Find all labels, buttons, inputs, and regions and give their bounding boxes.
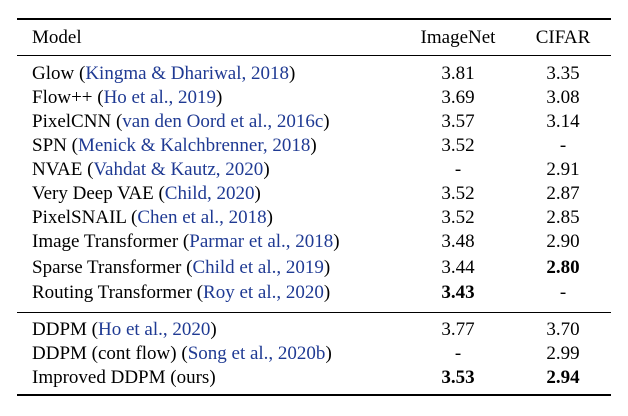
cifar-value: 2.87 <box>546 183 580 204</box>
imagenet-value: - <box>454 343 462 364</box>
table-row: Glow (Kingma & Dhariwal, 2018) 3.81 3.35 <box>0 62 628 86</box>
imagenet-value: 3.53 <box>441 367 475 388</box>
citation-link[interactable]: Song et al., 2020b <box>187 343 326 364</box>
citation-link[interactable]: Kingma & Dhariwal, 2018 <box>85 63 289 84</box>
table-row: Sparse Transformer (Child et al., 2019) … <box>0 256 628 280</box>
table-row: PixelSNAIL (Chen et al., 2018) 3.52 2.85 <box>0 206 628 230</box>
table-row: SPN (Menick & Kalchbrenner, 2018) 3.52 - <box>0 134 628 158</box>
imagenet-value: 3.52 <box>441 135 475 156</box>
cifar-value: 3.35 <box>546 63 580 84</box>
table-row: DDPM (cont flow) (Song et al., 2020b) - … <box>0 342 628 366</box>
citation-link[interactable]: Child, 2020 <box>164 183 255 204</box>
model-name: Routing Transformer <box>32 282 192 303</box>
model-name: Very Deep VAE <box>32 183 154 204</box>
citation-link[interactable]: Vahdat & Kautz, 2020 <box>93 159 264 180</box>
cifar-value: 3.14 <box>546 111 580 132</box>
header-cifar: CIFAR <box>535 27 591 48</box>
table-row: DDPM (Ho et al., 2020) 3.77 3.70 <box>0 318 628 342</box>
cifar-value: 2.91 <box>546 159 580 180</box>
model-name: DDPM (cont flow) <box>32 343 177 364</box>
imagenet-value: 3.52 <box>441 207 475 228</box>
citation-link[interactable]: Roy et al., 2020 <box>203 282 324 303</box>
header-imagenet: ImageNet <box>420 27 496 48</box>
table-row: Routing Transformer (Roy et al., 2020) 3… <box>0 281 628 305</box>
header-model: Model <box>32 27 82 48</box>
cifar-value: 3.08 <box>546 87 580 108</box>
model-name: Flow++ <box>32 87 93 108</box>
imagenet-value: 3.52 <box>441 183 475 204</box>
citation-link[interactable]: Ho et al., 2020 <box>97 319 211 340</box>
cifar-value: - <box>559 282 567 303</box>
model-name: PixelCNN <box>32 111 112 132</box>
imagenet-value: 3.43 <box>441 282 475 303</box>
model-name: DDPM <box>32 319 87 340</box>
model-name: Image Transformer <box>32 231 179 252</box>
table-row: Flow++ (Ho et al., 2019) 3.69 3.08 <box>0 86 628 110</box>
model-name: Sparse Transformer <box>32 257 182 278</box>
group-rule <box>17 312 611 313</box>
imagenet-value: 3.77 <box>441 319 475 340</box>
table-row: Image Transformer (Parmar et al., 2018) … <box>0 230 628 254</box>
cifar-value: 2.90 <box>546 231 580 252</box>
citation-link[interactable]: Menick & Kalchbrenner, 2018 <box>77 135 311 156</box>
citation-link[interactable]: Ho et al., 2019 <box>103 87 216 108</box>
cifar-value: 2.94 <box>546 367 580 388</box>
model-name: Glow <box>32 63 75 84</box>
imagenet-value: - <box>454 159 462 180</box>
table-row: Very Deep VAE (Child, 2020) 3.52 2.87 <box>0 182 628 206</box>
citation-link[interactable]: van den Oord et al., 2016c <box>122 111 324 132</box>
imagenet-value: 3.69 <box>441 87 475 108</box>
citation-link[interactable]: Chen et al., 2018 <box>137 207 267 228</box>
header-row: Model ImageNet CIFAR <box>0 26 628 50</box>
cifar-value: 2.85 <box>546 207 580 228</box>
cifar-value: 2.80 <box>546 257 580 278</box>
citation-link[interactable]: Parmar et al., 2018 <box>189 231 334 252</box>
bottom-rule <box>17 394 611 396</box>
table-row: NVAE (Vahdat & Kautz, 2020) - 2.91 <box>0 158 628 182</box>
citation-link[interactable]: Child et al., 2019 <box>192 257 324 278</box>
imagenet-value: 3.57 <box>441 111 475 132</box>
model-name: SPN <box>32 135 67 156</box>
cifar-value: 2.99 <box>546 343 580 364</box>
top-rule <box>17 18 611 20</box>
header-rule <box>17 55 611 56</box>
imagenet-value: 3.81 <box>441 63 475 84</box>
cifar-value: 3.70 <box>546 319 580 340</box>
imagenet-value: 3.44 <box>441 257 475 278</box>
table-row: Improved DDPM (ours) 3.53 2.94 <box>0 366 628 390</box>
model-name: NVAE <box>32 159 83 180</box>
model-name: Improved DDPM (ours) <box>32 367 216 388</box>
table-row: PixelCNN (van den Oord et al., 2016c) 3.… <box>0 110 628 134</box>
model-name: PixelSNAIL <box>32 207 127 228</box>
imagenet-value: 3.48 <box>441 231 475 252</box>
cifar-value: - <box>559 135 567 156</box>
